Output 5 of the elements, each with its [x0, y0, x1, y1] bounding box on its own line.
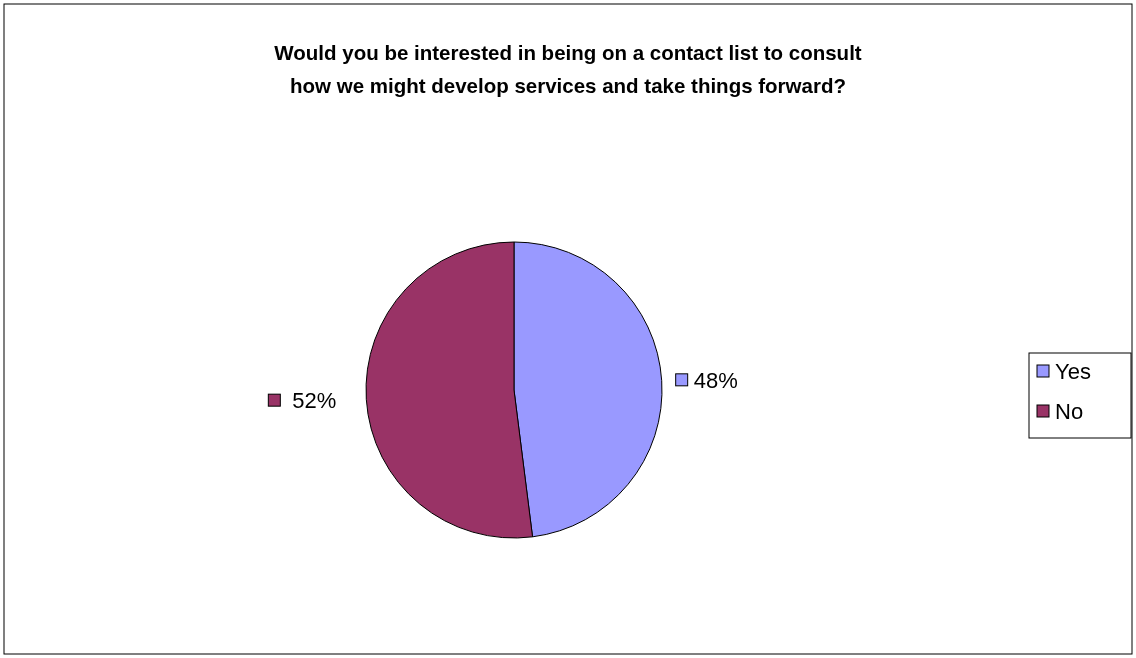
- legend-label: No: [1055, 399, 1084, 424]
- data-label: 52%: [292, 388, 337, 414]
- chart-title: Would you be interested in being on a contact list to consult how we might develop services and take things forward?: [274, 41, 862, 97]
- data-label: 48%: [693, 367, 738, 393]
- legend-label: Yes: [1055, 359, 1091, 384]
